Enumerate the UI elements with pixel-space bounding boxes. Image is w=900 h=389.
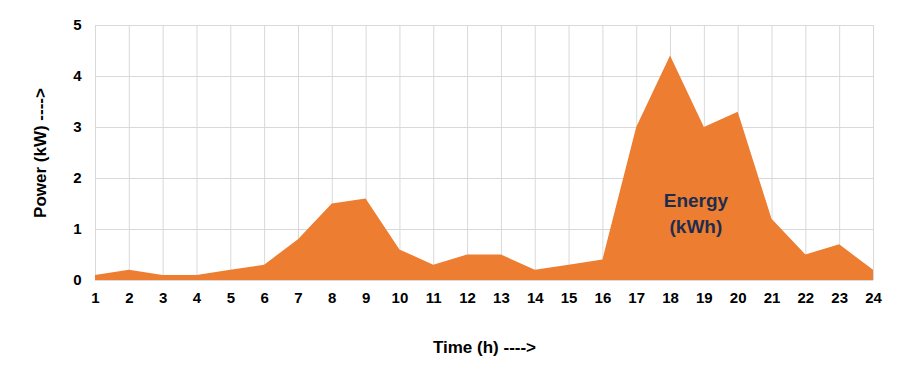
svg-text:19: 19 — [696, 289, 713, 306]
svg-text:0: 0 — [73, 271, 81, 288]
svg-text:3: 3 — [159, 289, 167, 306]
svg-text:13: 13 — [493, 289, 510, 306]
svg-text:17: 17 — [628, 289, 645, 306]
svg-text:8: 8 — [328, 289, 336, 306]
svg-text:24: 24 — [865, 289, 882, 306]
svg-text:2: 2 — [73, 169, 81, 186]
svg-text:16: 16 — [595, 289, 612, 306]
svg-text:5: 5 — [227, 289, 235, 306]
svg-text:3: 3 — [73, 118, 81, 135]
svg-text:22: 22 — [798, 289, 815, 306]
svg-text:18: 18 — [662, 289, 679, 306]
svg-text:2: 2 — [125, 289, 133, 306]
svg-text:1: 1 — [91, 289, 99, 306]
svg-text:5: 5 — [73, 16, 81, 33]
svg-text:11: 11 — [426, 289, 442, 306]
svg-text:Power (kW) ---->: Power (kW) ----> — [31, 88, 50, 218]
svg-text:7: 7 — [294, 289, 302, 306]
svg-text:9: 9 — [362, 289, 370, 306]
svg-text:12: 12 — [459, 289, 476, 306]
svg-text:Energy(kWh): Energy(kWh) — [664, 190, 729, 237]
svg-text:14: 14 — [527, 289, 544, 306]
svg-text:21: 21 — [764, 289, 781, 306]
svg-text:1: 1 — [73, 220, 81, 237]
svg-text:20: 20 — [730, 289, 747, 306]
svg-text:4: 4 — [193, 289, 202, 306]
svg-text:6: 6 — [260, 289, 268, 306]
svg-text:15: 15 — [561, 289, 578, 306]
svg-text:23: 23 — [831, 289, 848, 306]
svg-text:Time (h) ---->: Time (h) ----> — [433, 338, 536, 357]
svg-text:4: 4 — [73, 67, 82, 84]
svg-text:10: 10 — [392, 289, 409, 306]
